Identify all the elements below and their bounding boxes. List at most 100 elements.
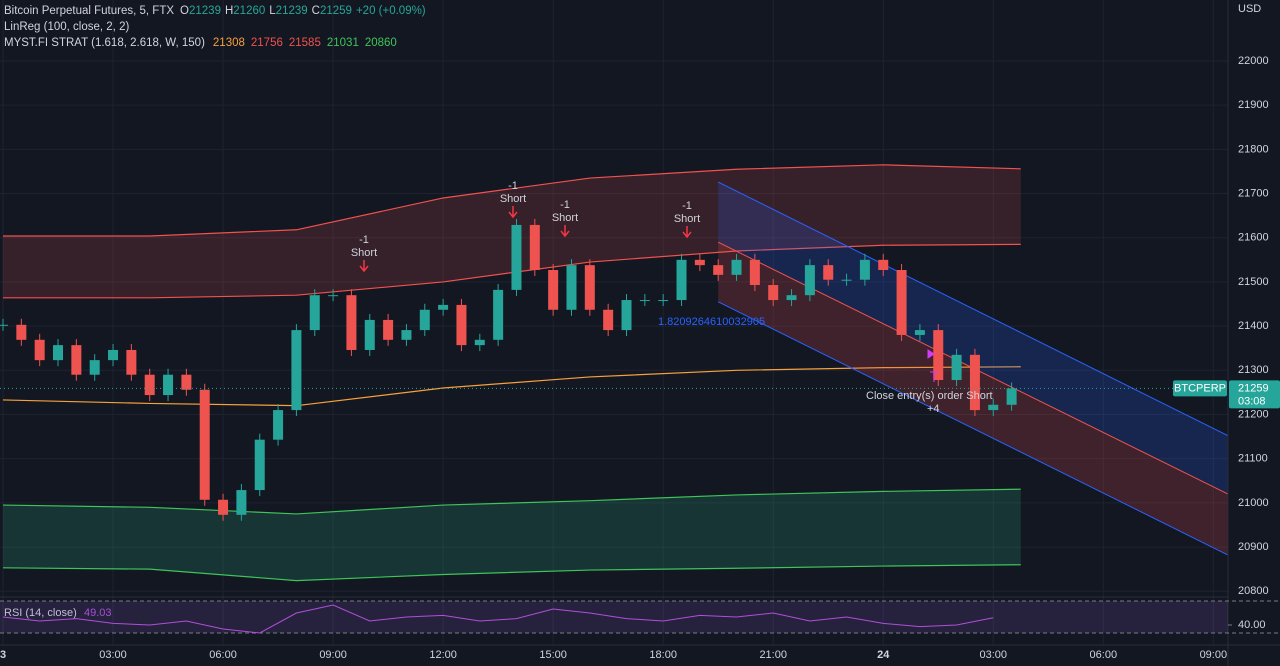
candle [89, 360, 100, 375]
candle [658, 300, 669, 302]
candle [511, 224, 522, 290]
candle [401, 330, 412, 340]
x-tick-label: 15:00 [539, 649, 567, 661]
close: 21259 [320, 5, 352, 17]
candle [841, 279, 852, 281]
linreg-upper-fill [718, 182, 1228, 495]
candle [493, 289, 504, 340]
green-band [3, 489, 1021, 581]
candle [346, 295, 357, 350]
y-tick-label: 21200 [1238, 408, 1269, 420]
candle [584, 265, 595, 310]
x-tick-label: 06:00 [209, 649, 237, 661]
strat-value: 20860 [365, 37, 397, 49]
linreg-lower [717, 301, 1229, 556]
candle [969, 354, 980, 411]
annotation-text: -1 [508, 180, 518, 192]
band-line [2, 564, 1021, 582]
candle [474, 339, 485, 346]
candle [804, 265, 815, 296]
y-tick-label: 20900 [1238, 541, 1269, 553]
x-tick-label: 03:00 [99, 649, 127, 661]
candle [71, 345, 82, 375]
candle [273, 410, 284, 440]
candle [456, 304, 467, 346]
candle [548, 269, 559, 310]
y-tick-label: 21000 [1238, 497, 1269, 509]
y-tick-label: 22000 [1238, 55, 1269, 67]
low: 21239 [276, 5, 308, 17]
change: +20 (+0.09%) [356, 5, 426, 17]
symbol-title: Bitcoin Perpetual Futures, 5, FTX O21239 H… [4, 5, 426, 17]
candle [786, 295, 797, 301]
last-price: 21259 [1238, 382, 1269, 394]
annotation-text: Short [552, 212, 578, 224]
candle [694, 259, 705, 266]
candle [933, 330, 944, 381]
candle [749, 259, 760, 286]
x-tick-label: 18:00 [649, 649, 677, 661]
band-line [3, 164, 1021, 237]
candle [254, 439, 265, 491]
candle [181, 374, 192, 390]
x-tick-label: 06:00 [1090, 649, 1118, 661]
candle [53, 345, 64, 361]
band-line [2, 366, 1021, 407]
y-tick-label: 21300 [1238, 364, 1269, 376]
annotation-text: -1 [560, 199, 570, 211]
o-label: O [180, 5, 189, 17]
x-tick-label: 03:00 [980, 649, 1008, 661]
candle [236, 490, 247, 515]
close-marker [927, 349, 938, 382]
candle [621, 300, 632, 331]
x-tick-label: 09:00 [319, 649, 347, 661]
rsi-title: RSI (14, close) [4, 607, 77, 619]
linreg-upper [717, 181, 1229, 437]
countdown: 03:08 [1238, 395, 1266, 407]
high: 21260 [233, 5, 265, 17]
candle [163, 374, 174, 396]
annotation-text: Short [674, 213, 700, 225]
open: 21239 [189, 5, 221, 17]
price-tag-bg [1229, 380, 1280, 409]
linreg-title: LinReg (100, close, 2, 2) [4, 21, 129, 33]
candle [16, 324, 27, 340]
candle [896, 269, 907, 335]
candle [988, 404, 999, 411]
symbol-tag: BTCPERP [1174, 382, 1226, 394]
rsi-tick-label: 40.00 [1238, 619, 1266, 631]
h-label: H [225, 5, 233, 17]
candle [1006, 388, 1017, 405]
candle [823, 265, 834, 280]
candle [529, 224, 540, 270]
candle [364, 319, 375, 350]
candle [291, 330, 302, 411]
candle [144, 374, 155, 396]
annotation-text: Short [351, 247, 377, 259]
candle [713, 265, 724, 275]
rsi-last: 49.03 [84, 607, 112, 619]
short-arrow [359, 260, 369, 273]
y-tick-label: 21400 [1238, 320, 1269, 332]
candle [199, 389, 210, 500]
candle [859, 259, 870, 280]
strat-name: MYST.FI STRAT (1.618, 2.618, W, 150) [4, 37, 205, 49]
candle [676, 259, 687, 301]
short-arrow [508, 206, 518, 219]
candle [914, 330, 925, 335]
strat-value: 21756 [251, 37, 283, 49]
x-tick-label: 24 [877, 649, 890, 661]
candle [951, 354, 962, 381]
candle [639, 300, 650, 302]
linreg-label: 1.8209264610032905 [658, 316, 765, 328]
candle [218, 499, 229, 515]
strat-title: MYST.FI STRAT (1.618, 2.618, W, 150) 2130… [4, 37, 397, 49]
candle [603, 309, 614, 331]
strat-value: 21031 [327, 37, 359, 49]
candle [108, 349, 119, 361]
close-note: Close entry(s) order Short [866, 390, 993, 402]
candle [328, 295, 339, 297]
candle [438, 304, 449, 310]
